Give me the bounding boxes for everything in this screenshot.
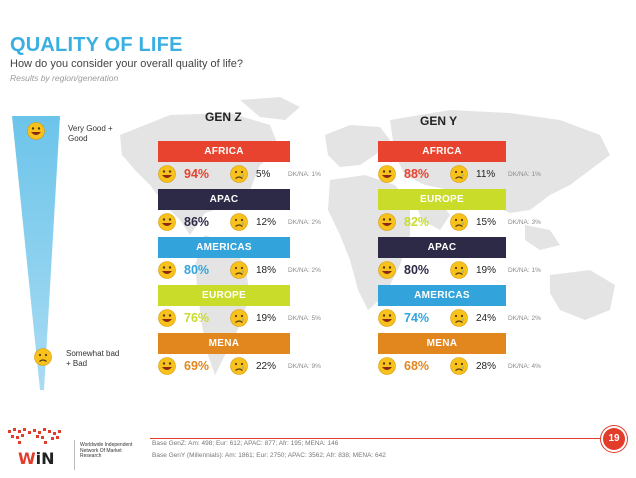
region-bar: APAC xyxy=(158,189,290,210)
region-bar: MENA xyxy=(378,333,506,354)
happy-face-icon xyxy=(158,165,176,183)
win-logo-text: WiN xyxy=(18,449,55,468)
dk-na-value: DK/NA: 9% xyxy=(288,363,321,370)
win-logo-icon xyxy=(8,428,61,444)
base-genz: Base GenZ: Am: 498; Eur: 612; APAC: 877;… xyxy=(152,440,339,447)
happy-face-icon xyxy=(378,213,396,231)
sad-face-icon xyxy=(450,309,468,327)
good-percentage: 80% xyxy=(404,263,430,277)
bad-percentage: 18% xyxy=(256,265,277,276)
scale-wedge xyxy=(12,116,60,390)
good-percentage: 76% xyxy=(184,311,210,325)
scale-bottom-label: Somewhat bad + Bad xyxy=(66,349,120,368)
happy-face-icon xyxy=(378,165,396,183)
results-caption: Results by region/generation xyxy=(10,73,119,83)
sad-face-icon xyxy=(230,213,248,231)
sad-face-icon xyxy=(34,348,52,366)
dk-na-value: DK/NA: 1% xyxy=(508,267,541,274)
sad-face-icon xyxy=(450,261,468,279)
region-bar: EUROPE xyxy=(158,285,290,306)
footer-rule xyxy=(150,438,600,439)
good-percentage: 94% xyxy=(184,167,210,181)
happy-face-icon xyxy=(158,213,176,231)
dk-na-value: DK/NA: 2% xyxy=(288,267,321,274)
page-number: 19 xyxy=(603,428,625,450)
good-percentage: 69% xyxy=(184,359,210,373)
region-bar: EUROPE xyxy=(378,189,506,210)
happy-face-icon xyxy=(378,357,396,375)
bad-percentage: 24% xyxy=(476,313,497,324)
dk-na-value: DK/NA: 5% xyxy=(288,315,321,322)
region-bar: AFRICA xyxy=(378,141,506,162)
gen-y-heading: GEN Y xyxy=(420,114,458,128)
bad-percentage: 19% xyxy=(476,265,497,276)
happy-face-icon xyxy=(378,261,396,279)
sad-face-icon xyxy=(230,309,248,327)
good-percentage: 88% xyxy=(404,167,430,181)
good-percentage: 68% xyxy=(404,359,430,373)
sad-face-icon xyxy=(230,165,248,183)
bad-percentage: 22% xyxy=(256,361,277,372)
good-percentage: 86% xyxy=(184,215,210,229)
good-percentage: 82% xyxy=(404,215,430,229)
bad-percentage: 11% xyxy=(476,169,496,180)
sad-face-icon xyxy=(230,357,248,375)
logo-tagline: Worldwide Independent Network Of Market … xyxy=(80,442,133,459)
happy-face-icon xyxy=(378,309,396,327)
dk-na-value: DK/NA: 4% xyxy=(508,363,541,370)
region-bar: AMERICAS xyxy=(158,237,290,258)
scale-top-label: Very Good + Good xyxy=(68,124,113,143)
happy-face-icon xyxy=(158,261,176,279)
dk-na-value: DK/NA: 1% xyxy=(508,171,541,178)
dk-na-value: DK/NA: 1% xyxy=(288,171,321,178)
bad-percentage: 28% xyxy=(476,361,497,372)
bad-percentage: 5% xyxy=(256,169,271,180)
bad-percentage: 12% xyxy=(256,217,277,228)
base-geny: Base GenY (Millennials): Am: 1861; Eur: … xyxy=(152,452,386,459)
page-title: QUALITY OF LIFE xyxy=(10,34,183,56)
happy-face-icon xyxy=(158,357,176,375)
region-bar: AMERICAS xyxy=(378,285,506,306)
dk-na-value: DK/NA: 2% xyxy=(288,219,321,226)
sad-face-icon xyxy=(450,213,468,231)
sad-face-icon xyxy=(450,165,468,183)
good-percentage: 74% xyxy=(404,311,430,325)
question-subtitle: How do you consider your overall quality… xyxy=(10,58,243,70)
region-bar: MENA xyxy=(158,333,290,354)
sad-face-icon xyxy=(230,261,248,279)
region-bar: APAC xyxy=(378,237,506,258)
bad-percentage: 19% xyxy=(256,313,277,324)
dk-na-value: DK/NA: 3% xyxy=(508,219,541,226)
happy-face-icon xyxy=(27,122,45,140)
logo-separator xyxy=(74,440,75,470)
happy-face-icon xyxy=(158,309,176,327)
region-bar: AFRICA xyxy=(158,141,290,162)
good-percentage: 80% xyxy=(184,263,210,277)
dk-na-value: DK/NA: 2% xyxy=(508,315,541,322)
sad-face-icon xyxy=(450,357,468,375)
gen-z-heading: GEN Z xyxy=(205,110,242,124)
bad-percentage: 15% xyxy=(476,217,497,228)
